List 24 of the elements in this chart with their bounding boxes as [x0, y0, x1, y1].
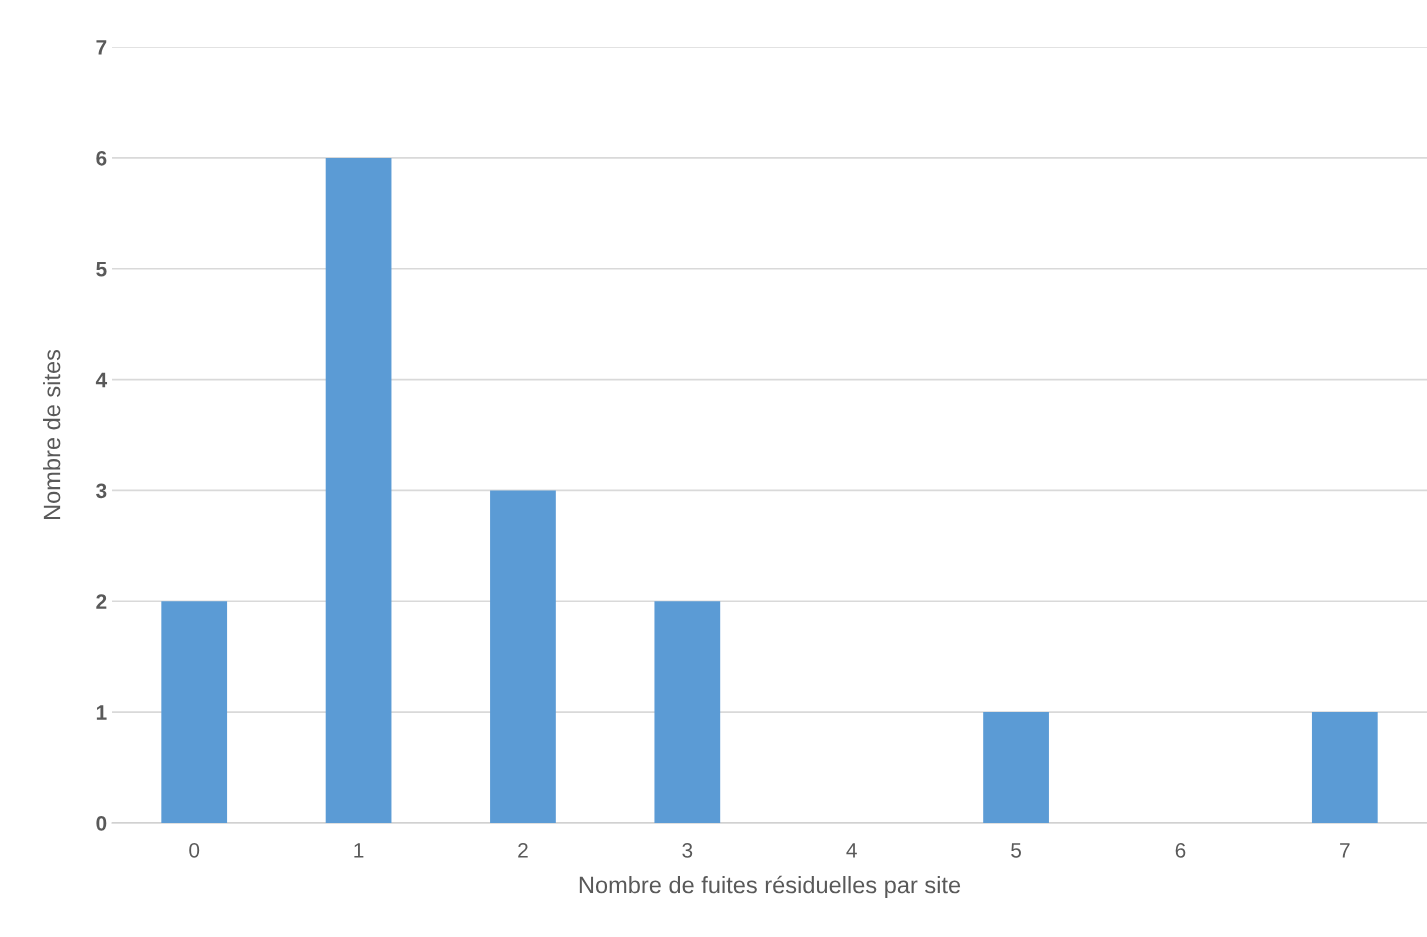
x-tick-label: 1: [354, 843, 364, 858]
bar: [161, 601, 228, 823]
y-axis-title: Nombre de sites: [43, 349, 61, 520]
bar: [325, 157, 392, 823]
y-tick-label: 5: [96, 261, 107, 277]
x-tick-label: 4: [846, 843, 857, 858]
y-tick-label: 7: [96, 40, 107, 55]
x-tick-label: 5: [1011, 843, 1021, 858]
bar: [983, 712, 1049, 823]
y-tick-label: 4: [95, 372, 108, 388]
x-axis-title: Nombre de fuites résiduelles par site: [579, 875, 961, 899]
x-tick-label: 2: [518, 842, 528, 858]
y-tick-label: 0: [96, 815, 107, 831]
x-tick-label: 0: [189, 842, 200, 858]
y-tick-label: 1: [96, 705, 107, 720]
y-tick-label: 6: [96, 150, 107, 166]
x-tick-label: 6: [1175, 842, 1186, 858]
y-tick-label: 3: [96, 483, 107, 499]
y-tick-label: 2: [96, 594, 107, 609]
bar: [654, 601, 721, 823]
bar: [490, 490, 556, 823]
bar: [1311, 712, 1378, 823]
x-tick-label: 3: [682, 842, 693, 858]
x-tick-label: 7: [1340, 843, 1350, 858]
